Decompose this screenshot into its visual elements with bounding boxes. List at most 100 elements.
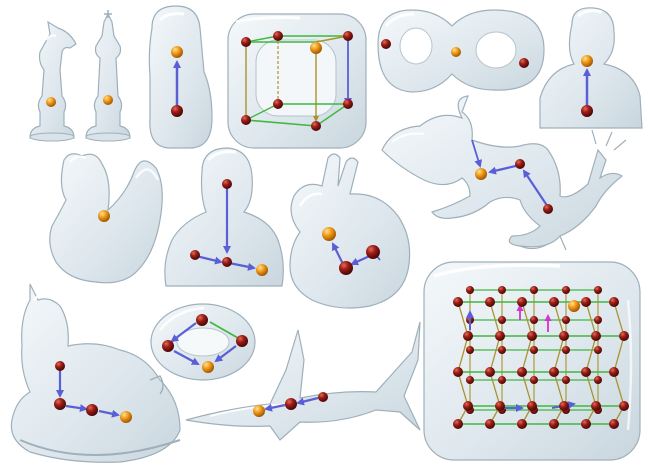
cube-node-1 — [241, 37, 251, 47]
lattice-node — [594, 286, 602, 294]
lattice-node — [619, 331, 629, 341]
fish-node-orange — [253, 405, 265, 417]
double-torus-model — [377, 9, 545, 93]
bimba-node-red-mid — [222, 257, 232, 267]
cube-node-2 — [273, 31, 283, 41]
lattice-node — [527, 401, 537, 411]
lattice-edge — [489, 301, 501, 337]
lattice-node — [485, 419, 495, 429]
lattice-node — [581, 297, 591, 307]
lattice-node — [549, 367, 559, 377]
lattice-node — [530, 316, 538, 324]
lattice-edge — [521, 301, 533, 337]
lattice-node — [609, 297, 619, 307]
torus2-node-red-left — [381, 39, 391, 49]
cube-node-8 — [343, 99, 353, 109]
bust-node-orange — [581, 55, 593, 67]
lattice-node — [530, 286, 538, 294]
lattice-node — [594, 376, 602, 384]
queen-node-orange — [103, 95, 113, 105]
lattice-edge — [521, 335, 533, 373]
cube-node-3 — [310, 42, 322, 54]
lattice-node — [453, 297, 463, 307]
squirrel-model — [49, 153, 163, 284]
lattice-node — [517, 367, 527, 377]
lattice-edge — [585, 301, 597, 337]
horse-node-red-3 — [86, 404, 98, 416]
ring-node-orange — [202, 361, 214, 373]
torus-ring-model — [150, 303, 256, 381]
lattice-node — [591, 401, 601, 411]
lattice-edge — [613, 301, 625, 337]
lattice-node — [485, 297, 495, 307]
lattice-node — [498, 346, 506, 354]
lattice-node — [594, 316, 602, 324]
moai-node-red — [171, 105, 183, 117]
bimba-node-red-left — [190, 250, 200, 260]
bust-model — [539, 7, 643, 129]
chess-knight-model — [29, 20, 77, 142]
lattice-node — [495, 331, 505, 341]
lattice-node — [619, 401, 629, 411]
lattice-node — [562, 376, 570, 384]
lattice-node — [466, 376, 474, 384]
moai-model — [148, 5, 213, 149]
bust-node-red — [581, 105, 593, 117]
lattice-node — [517, 419, 527, 429]
lattice-node — [463, 401, 473, 411]
lattice-edge — [613, 335, 625, 373]
lattice-node — [485, 367, 495, 377]
ring-node-red-top — [196, 314, 208, 326]
dragon-node-red-1 — [515, 159, 525, 169]
lattice-node — [559, 331, 569, 341]
lattice-edge — [585, 335, 597, 373]
dragon-model — [381, 95, 627, 251]
lattice-edge — [521, 371, 533, 407]
lattice-node — [568, 300, 580, 312]
chess-queen-model — [85, 10, 131, 142]
lattice-edge — [553, 301, 565, 337]
lattice-node — [549, 419, 559, 429]
lattice-edge — [489, 371, 501, 407]
lattice-node — [453, 367, 463, 377]
lattice-node — [495, 401, 505, 411]
lattice-edge — [553, 371, 565, 407]
squirrel-node-orange — [98, 210, 110, 222]
cube-node-7 — [311, 121, 321, 131]
fish-node-red-1 — [318, 392, 328, 402]
torus2-node-red-right — [519, 58, 529, 68]
lattice-node — [530, 376, 538, 384]
lattice-node — [527, 331, 537, 341]
lattice-edge — [457, 371, 469, 407]
lattice-node — [466, 286, 474, 294]
lattice-node — [581, 367, 591, 377]
lattice-node — [609, 419, 619, 429]
lattice-node — [594, 346, 602, 354]
horse-node-red-2 — [54, 398, 66, 410]
lattice-node — [463, 331, 473, 341]
lattice-node — [591, 331, 601, 341]
lattice-grid — [453, 286, 629, 429]
bunny-node-red-1 — [339, 261, 353, 275]
lattice-edge — [489, 335, 501, 373]
lattice-edge — [553, 335, 565, 373]
fish-node-red-2 — [285, 398, 297, 410]
lattice-node — [466, 346, 474, 354]
bimba-node-red-top — [222, 179, 232, 189]
lattice-cube-model — [423, 261, 641, 461]
lattice-edge — [613, 371, 625, 407]
lattice-node — [562, 286, 570, 294]
bunny-model — [289, 153, 411, 309]
lattice-edge — [457, 301, 469, 337]
lattice-node — [559, 401, 569, 411]
moai-node-orange — [171, 46, 183, 58]
lattice-edge — [585, 371, 597, 407]
ring-node-red-left — [162, 340, 174, 352]
knight-node-orange — [46, 97, 56, 107]
bunny-node-orange — [322, 227, 336, 241]
lattice-node — [562, 346, 570, 354]
hollow-cube-model — [227, 13, 367, 149]
bunny-node-red-2 — [366, 245, 380, 259]
